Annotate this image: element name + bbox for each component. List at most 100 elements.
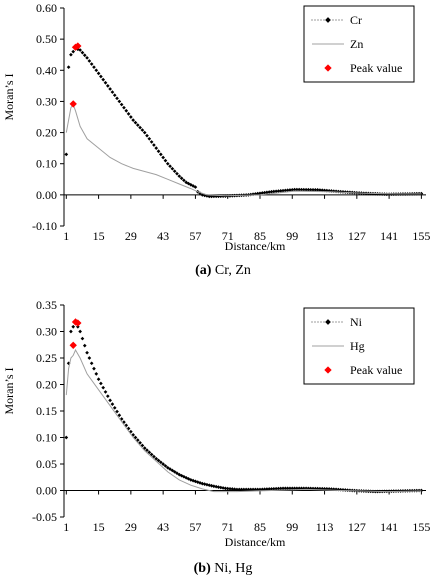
series-point-ni xyxy=(168,467,172,471)
series-point-ni xyxy=(214,484,219,489)
series-point-ni xyxy=(112,405,117,410)
legend-key-dots xyxy=(317,19,319,21)
series-point-cr xyxy=(292,187,297,192)
series-point-cr xyxy=(281,188,285,193)
series-point-ni xyxy=(288,486,292,491)
legend-label: Peak value xyxy=(350,363,402,377)
series-point-cr xyxy=(129,115,133,119)
series-point-ni xyxy=(271,486,276,491)
chart-panel-a: -0.10 0.00 0.10 0.20 0.30 0.40 0.50 0.60 1 15 29 43… xyxy=(2,1,430,278)
series-point-cr xyxy=(96,71,101,76)
x-tick-label: 57 xyxy=(189,229,201,243)
series-point-cr xyxy=(258,191,262,196)
series-point-cr xyxy=(156,149,161,154)
series-point-cr xyxy=(299,187,304,192)
y-tick-label: -0.10 xyxy=(32,219,57,233)
series-point-ni xyxy=(419,488,424,493)
y-tick-label: 0.20 xyxy=(36,126,57,140)
y-tick-label: 0.20 xyxy=(36,378,57,392)
series-point-cr xyxy=(265,190,269,195)
y-tick-label: -0.05 xyxy=(32,510,57,524)
series-point-cr xyxy=(119,102,124,107)
series-point-ni xyxy=(78,329,82,334)
y-tick-label: 0.30 xyxy=(36,325,57,339)
series-point-ni xyxy=(285,486,290,491)
series-point-cr xyxy=(138,125,142,130)
series-point-cr xyxy=(168,164,172,169)
series-point-ni xyxy=(152,454,156,459)
x-tick-label: 85 xyxy=(254,229,266,243)
series-point-ni xyxy=(267,487,272,491)
series-point-cr xyxy=(80,50,85,55)
series-point-ni xyxy=(110,402,115,406)
series-point-ni xyxy=(69,329,73,334)
series-point-ni xyxy=(283,486,288,491)
series-point-ni xyxy=(103,390,108,394)
series-point-cr xyxy=(115,96,119,101)
series-point-cr xyxy=(110,90,115,94)
x-axis-label: Distance/km xyxy=(225,535,286,549)
series-point-ni xyxy=(75,324,80,329)
legend: Cr Zn Peak value xyxy=(303,5,415,83)
x-tick-label: 127 xyxy=(348,520,366,534)
series-point-ni xyxy=(89,361,94,366)
series-point-ni xyxy=(163,464,168,468)
series-point-ni xyxy=(225,486,230,491)
series-point-cr xyxy=(105,84,110,88)
y-tick-label: 0.00 xyxy=(36,188,57,202)
x-tick-label: 99 xyxy=(286,520,298,534)
series-point-cr xyxy=(290,187,295,192)
series-point-ni xyxy=(262,487,267,492)
series-point-cr xyxy=(276,189,281,193)
panel-caption: (b) Ni, Hg xyxy=(194,561,253,576)
panel-caption-text: Cr, Zn xyxy=(211,263,251,278)
series-point-ni xyxy=(278,486,283,491)
series-point-ni xyxy=(82,343,87,348)
x-tick-label: 43 xyxy=(157,229,169,243)
series-point-cr xyxy=(177,174,182,179)
chart-panel-b: -0.05 0.00 0.05 0.10 0.15 0.20 0.25 0.30 0.35 1 15… xyxy=(2,298,430,576)
series-point-cr xyxy=(175,171,179,176)
x-tick-label: 141 xyxy=(380,520,398,534)
series-point-ni xyxy=(85,350,89,355)
series-point-ni xyxy=(99,381,103,386)
series-point-cr xyxy=(117,99,122,104)
series-point-cr xyxy=(99,74,103,79)
series-point-cr xyxy=(283,188,288,193)
series-point-cr xyxy=(131,118,136,122)
series-point-cr xyxy=(87,59,92,63)
legend-key-dots xyxy=(338,321,340,323)
series-point-cr xyxy=(313,188,318,192)
y-tick-label: 0.40 xyxy=(36,63,57,77)
legend-key-dots xyxy=(311,19,313,21)
series-point-ni xyxy=(274,486,278,491)
x-tick-label: 113 xyxy=(316,520,334,534)
y-tick-label: 0.30 xyxy=(36,94,57,108)
x-axis-label: Distance/km xyxy=(225,239,286,253)
legend-key-dots xyxy=(320,19,322,21)
series-point-ni xyxy=(154,456,159,461)
series-point-cr xyxy=(295,187,299,192)
series-point-ni xyxy=(170,468,175,473)
series-point-cr xyxy=(172,169,177,174)
series-point-cr xyxy=(122,105,126,110)
series-point-cr xyxy=(274,189,278,194)
series-point-ni xyxy=(237,487,242,492)
peak-marker xyxy=(69,100,77,108)
y-tick-label: 0.05 xyxy=(36,457,57,471)
legend-key-dots xyxy=(332,19,334,21)
legend-key-dots xyxy=(332,321,334,323)
series-point-ni xyxy=(105,394,110,398)
y-axis-label: Moran’s I xyxy=(2,74,16,121)
series-point-cr xyxy=(71,49,76,54)
series-point-ni xyxy=(248,487,253,492)
series-point-ni xyxy=(145,448,149,453)
x-tick-label: 29 xyxy=(125,229,137,243)
series-point-ni xyxy=(265,487,269,491)
series-point-cr xyxy=(112,93,117,98)
series-point-cr xyxy=(318,188,322,192)
series-point-cr xyxy=(140,128,145,132)
series-point-cr xyxy=(193,185,198,189)
y-tick-label: 0.00 xyxy=(36,484,57,498)
